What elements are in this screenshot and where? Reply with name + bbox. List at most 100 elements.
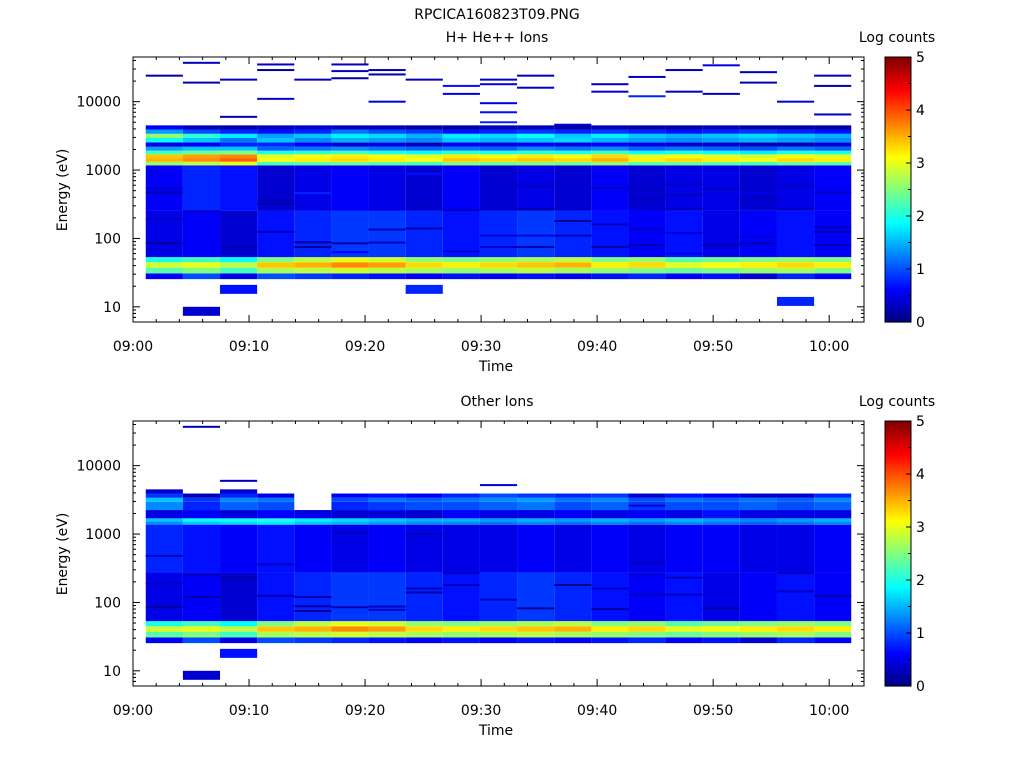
colorbar-segment: [885, 216, 911, 220]
heatmap-cell: [702, 621, 740, 627]
heatmap-cell: [220, 479, 258, 482]
colorbar-segment: [885, 474, 911, 478]
colorbar-segment: [885, 292, 911, 297]
colorbar-segment: [885, 458, 911, 462]
heatmap-cell: [739, 71, 777, 74]
heatmap-cell: [257, 230, 295, 233]
heatmap-cell: [331, 251, 369, 254]
heatmap-cell: [145, 150, 183, 155]
colorbar-segment: [885, 601, 911, 605]
colorbar-segment: [885, 295, 911, 299]
heatmap-cell: [220, 637, 258, 644]
heatmap-cell: [591, 621, 629, 627]
colorbar-segment: [885, 184, 911, 188]
heatmap-cell: [331, 257, 369, 263]
colorbar-segment: [885, 62, 911, 66]
colorbar-segment: [885, 213, 911, 217]
colorbar-segment: [885, 67, 911, 71]
heatmap-cell: [182, 518, 221, 522]
heatmap-cell: [405, 631, 443, 638]
heatmap-cell: [182, 626, 221, 632]
heatmap-cell: [331, 210, 369, 258]
heatmap-cell: [405, 257, 443, 263]
colorbar-segment: [885, 88, 911, 93]
heatmap-cell: [776, 133, 815, 138]
heatmap-cell: [591, 524, 629, 573]
heatmap-cell: [182, 61, 221, 64]
heatmap-cell: [442, 267, 480, 274]
heatmap-cell: [479, 125, 518, 130]
heatmap-cell: [368, 228, 406, 231]
heatmap-cell: [776, 590, 815, 593]
heatmap-cell: [776, 631, 815, 638]
heatmap-cell: [257, 594, 295, 597]
heatmap-cell: [442, 125, 480, 130]
heatmap-cell: [442, 142, 480, 147]
colorbar-segment: [885, 128, 911, 132]
colorbar-segment: [885, 534, 911, 539]
heatmap-cell: [776, 137, 815, 143]
heatmap-cell: [702, 125, 740, 130]
heatmap-cell: [257, 518, 295, 522]
heatmap-cell: [814, 273, 852, 280]
heatmap-cell: [739, 161, 777, 166]
heatmap-cell: [405, 518, 443, 522]
x-tick-label: 09:50: [693, 703, 733, 719]
heatmap-cell: [182, 637, 221, 644]
heatmap-cell: [776, 207, 815, 210]
colorbar-segment: [885, 163, 911, 167]
heatmap-cell: [814, 161, 852, 166]
colorbar-segment: [885, 606, 911, 610]
heatmap-cell: [479, 161, 518, 166]
y-tick-label: 10000: [76, 95, 121, 111]
heatmap-cell: [479, 257, 518, 263]
colorbar-segment: [885, 585, 911, 589]
heatmap-cell: [814, 165, 852, 211]
colorbar-segment: [885, 540, 911, 544]
heatmap-cell: [554, 210, 592, 258]
heatmap-cell: [442, 129, 480, 134]
heatmap-cell: [331, 129, 369, 134]
heatmap-cell: [665, 572, 703, 622]
heatmap-cell: [294, 158, 332, 162]
colorbar-segment: [885, 237, 911, 241]
heatmap-cell: [368, 165, 406, 211]
heatmap-cell: [294, 150, 332, 155]
heatmap-cell: [591, 161, 629, 166]
colorbar-segment: [885, 261, 911, 265]
heatmap-cell: [220, 142, 258, 147]
heatmap-cell: [554, 621, 592, 627]
colorbar-segment: [885, 208, 911, 212]
colorbar-segment: [885, 428, 911, 433]
heatmap-cell: [665, 257, 703, 263]
heatmap-cell: [665, 165, 703, 211]
heatmap-cell: [517, 493, 555, 498]
heatmap-cell: [554, 146, 592, 151]
colorbar-segment: [885, 316, 911, 320]
heatmap-cell: [294, 631, 332, 638]
heatmap-cell: [145, 218, 183, 221]
heatmap-cell: [442, 571, 480, 574]
heatmap-cell: [331, 70, 369, 73]
colorbar-segment: [885, 635, 911, 639]
heatmap-cell: [294, 154, 332, 159]
heatmap-cell: [331, 165, 369, 211]
heatmap-cell: [145, 631, 183, 638]
heatmap-cell: [628, 161, 666, 166]
heatmap-cell: [257, 493, 295, 498]
heatmap-cell: [517, 137, 555, 143]
y-axis-label: Energy (eV): [55, 149, 71, 232]
heatmap-cell: [442, 84, 480, 87]
heatmap-cell: [220, 631, 258, 638]
colorbar-segment: [885, 516, 911, 520]
y-tick-label: 10: [103, 300, 121, 316]
heatmap-cell: [145, 637, 183, 644]
heatmap-cell: [554, 125, 592, 130]
heatmap-cell: [331, 501, 369, 511]
heatmap-cell: [145, 146, 183, 151]
heatmap-cell: [739, 146, 777, 151]
x-tick-label: 09:00: [113, 703, 153, 719]
heatmap-cell: [739, 137, 777, 143]
heatmap-cell: [739, 524, 777, 573]
